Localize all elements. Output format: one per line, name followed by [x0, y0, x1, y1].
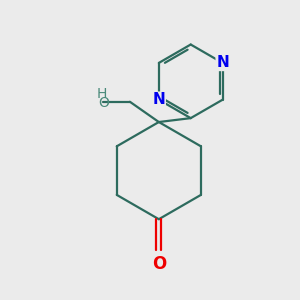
- Text: H: H: [97, 87, 107, 101]
- Text: O: O: [98, 96, 109, 110]
- Text: N: N: [152, 92, 165, 107]
- Text: N: N: [216, 56, 229, 70]
- Text: O: O: [152, 255, 166, 273]
